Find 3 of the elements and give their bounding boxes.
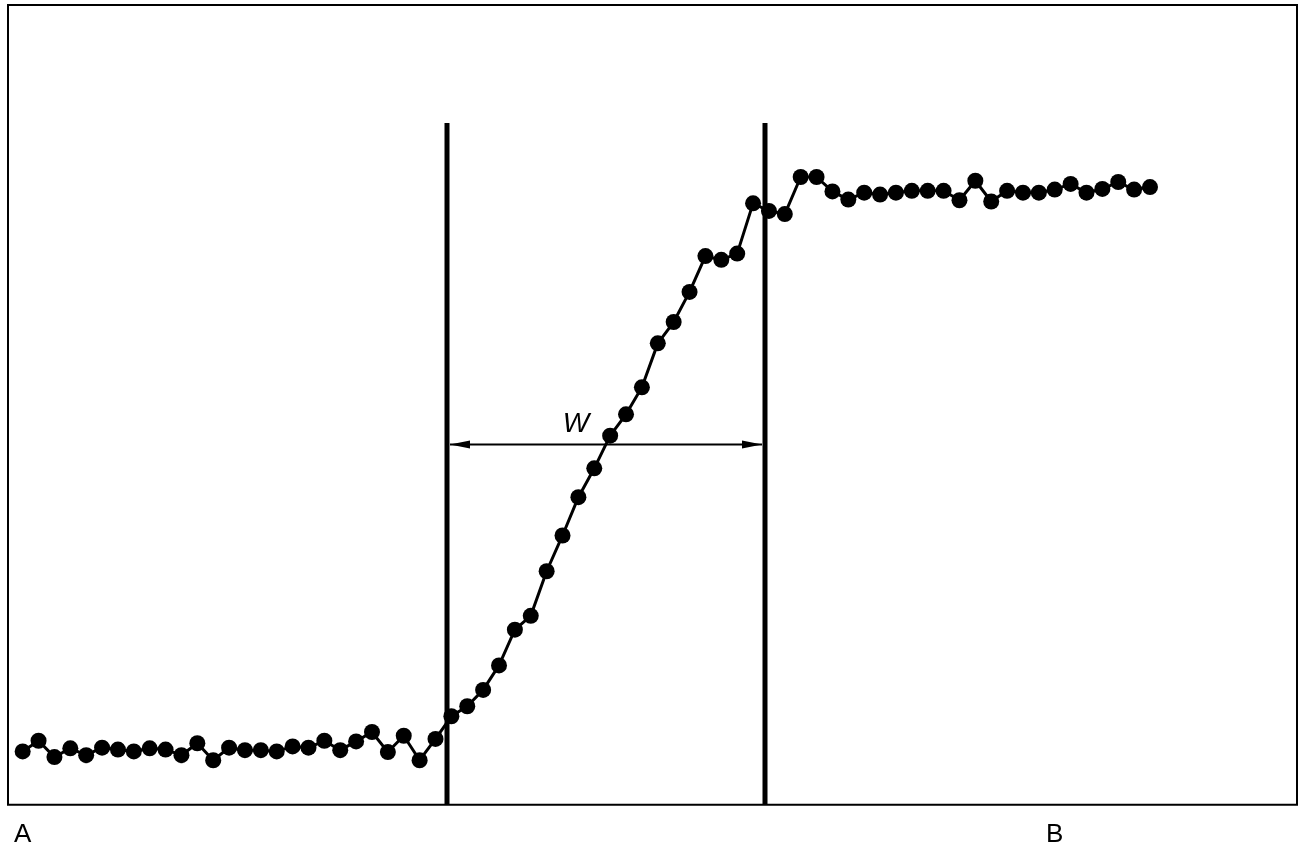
x-tick-label: B (1046, 817, 1064, 848)
x-tick-label: A (14, 817, 32, 848)
annotation: W (562, 407, 592, 439)
